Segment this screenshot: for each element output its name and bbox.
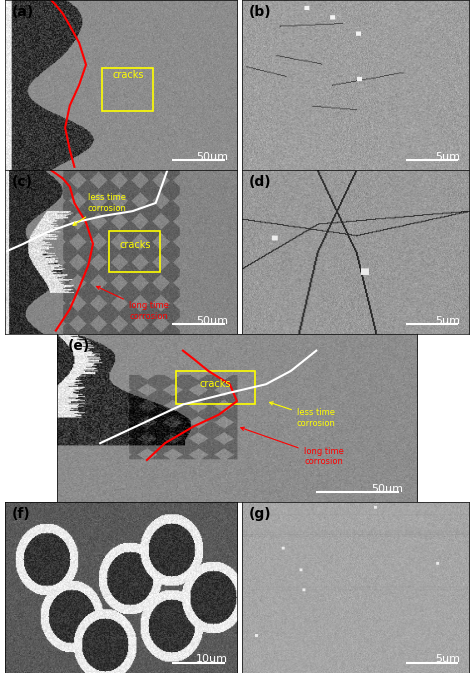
Text: 50um: 50um (196, 316, 228, 326)
Text: long time
corrosion: long time corrosion (241, 427, 343, 466)
Text: cracks: cracks (112, 70, 144, 80)
Bar (109, 231, 160, 272)
Text: 5um: 5um (435, 151, 460, 162)
Text: (f): (f) (12, 507, 30, 521)
Text: 10um: 10um (196, 654, 228, 664)
Text: (c): (c) (12, 175, 33, 189)
Text: cracks: cracks (119, 240, 151, 250)
Bar (102, 68, 154, 110)
Text: less time
corrosion: less time corrosion (270, 402, 336, 427)
Text: (d): (d) (248, 175, 271, 189)
Text: long time
corrosion: long time corrosion (97, 287, 169, 320)
Text: (b): (b) (248, 5, 271, 19)
Bar (176, 371, 255, 404)
Text: 50um: 50um (371, 484, 403, 494)
Text: less time
corrosion: less time corrosion (73, 193, 127, 225)
Text: 5um: 5um (435, 654, 460, 664)
Text: (g): (g) (248, 507, 271, 521)
Text: (e): (e) (68, 339, 90, 353)
Text: 50um: 50um (196, 151, 228, 162)
Text: cracks: cracks (200, 380, 231, 389)
Text: 5um: 5um (435, 316, 460, 326)
Text: (a): (a) (12, 5, 34, 19)
